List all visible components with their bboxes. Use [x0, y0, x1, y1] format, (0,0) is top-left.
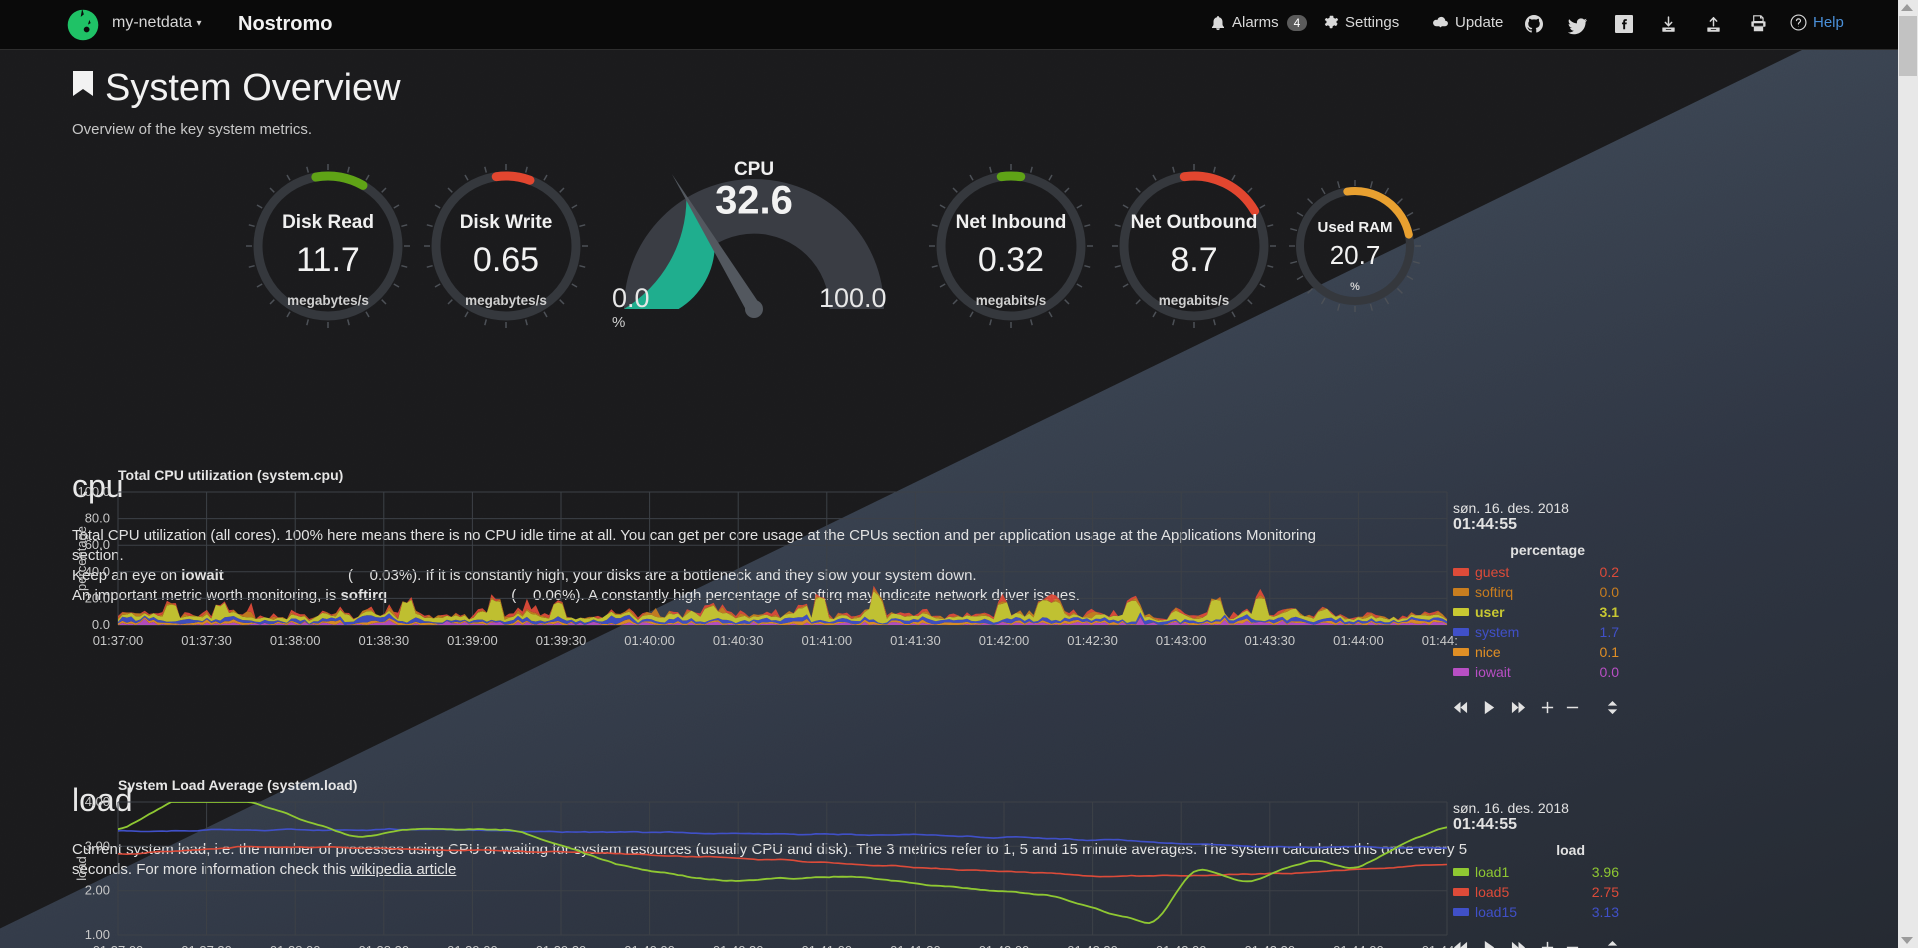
svg-text:01:39:30: 01:39:30 [536, 633, 587, 648]
svg-text:01:42:30: 01:42:30 [1067, 633, 1118, 648]
svg-text:01:42:00: 01:42:00 [979, 943, 1030, 948]
svg-text:Disk Read: Disk Read [282, 212, 374, 233]
svg-text:01:41:30: 01:41:30 [890, 943, 941, 948]
svg-text:01:40:00: 01:40:00 [624, 633, 675, 648]
svg-text:megabits/s: megabits/s [1159, 293, 1230, 308]
svg-text:megabytes/s: megabytes/s [287, 293, 369, 308]
svg-text:0.32: 0.32 [978, 241, 1044, 279]
svg-text:01:38:00: 01:38:00 [270, 943, 321, 948]
svg-text:100.0: 100.0 [77, 484, 110, 499]
svg-text:11.7: 11.7 [296, 241, 360, 279]
svg-text:01:40:30: 01:40:30 [713, 633, 764, 648]
svg-text:01:44:30: 01:44:30 [1422, 633, 1457, 648]
svg-text:01:37:30: 01:37:30 [181, 943, 232, 948]
svg-text:01:37:00: 01:37:00 [93, 943, 144, 948]
svg-text:01:38:00: 01:38:00 [270, 633, 321, 648]
svg-text:load: load [74, 856, 89, 881]
svg-text:%: % [1350, 281, 1360, 293]
svg-text:01:44:00: 01:44:00 [1333, 633, 1384, 648]
svg-text:01:43:30: 01:43:30 [1244, 943, 1295, 948]
svg-text:32.6: 32.6 [715, 179, 793, 223]
svg-text:megabits/s: megabits/s [976, 293, 1047, 308]
svg-text:01:43:30: 01:43:30 [1244, 633, 1295, 648]
svg-text:01:40:00: 01:40:00 [624, 943, 675, 948]
svg-text:01:39:00: 01:39:00 [447, 633, 498, 648]
svg-text:3.00: 3.00 [85, 838, 110, 853]
svg-text:01:42:30: 01:42:30 [1067, 943, 1118, 948]
svg-text:01:43:00: 01:43:00 [1156, 943, 1207, 948]
svg-text:01:43:00: 01:43:00 [1156, 633, 1207, 648]
svg-text:0.65: 0.65 [473, 241, 539, 279]
svg-text:01:42:00: 01:42:00 [979, 633, 1030, 648]
svg-text:Disk Write: Disk Write [460, 212, 553, 233]
svg-text:01:39:30: 01:39:30 [536, 943, 587, 948]
svg-text:1.00: 1.00 [85, 927, 110, 942]
svg-text:Used RAM: Used RAM [1317, 219, 1392, 236]
svg-text:01:39:00: 01:39:00 [447, 943, 498, 948]
svg-text:01:41:30: 01:41:30 [890, 633, 941, 648]
svg-text:01:38:30: 01:38:30 [358, 943, 409, 948]
svg-text:01:44:00: 01:44:00 [1333, 943, 1384, 948]
svg-text:8.7: 8.7 [1170, 241, 1217, 279]
svg-text:01:37:30: 01:37:30 [181, 633, 232, 648]
svg-text:01:41:00: 01:41:00 [801, 633, 852, 648]
svg-text:Net Inbound: Net Inbound [956, 212, 1067, 233]
svg-text:2.00: 2.00 [85, 883, 110, 898]
svg-text:01:37:00: 01:37:00 [93, 633, 144, 648]
svg-text:megabytes/s: megabytes/s [465, 293, 547, 308]
svg-text:80.0: 80.0 [85, 511, 110, 526]
svg-text:20.7: 20.7 [1330, 240, 1381, 270]
svg-text:4.00: 4.00 [85, 794, 110, 809]
svg-text:01:44:30: 01:44:30 [1422, 943, 1457, 948]
svg-text:20.0: 20.0 [85, 590, 110, 605]
svg-text:01:38:30: 01:38:30 [358, 633, 409, 648]
svg-text:Net Outbound: Net Outbound [1131, 212, 1258, 233]
svg-text:0.0: 0.0 [92, 617, 110, 632]
svg-text:01:41:00: 01:41:00 [801, 943, 852, 948]
svg-text:percentage: percentage [74, 526, 89, 591]
svg-text:System Load Average (system.lo: System Load Average (system.load) [118, 777, 357, 793]
svg-text:01:40:30: 01:40:30 [713, 943, 764, 948]
svg-text:Total CPU utilization (system.: Total CPU utilization (system.cpu) [118, 467, 343, 483]
